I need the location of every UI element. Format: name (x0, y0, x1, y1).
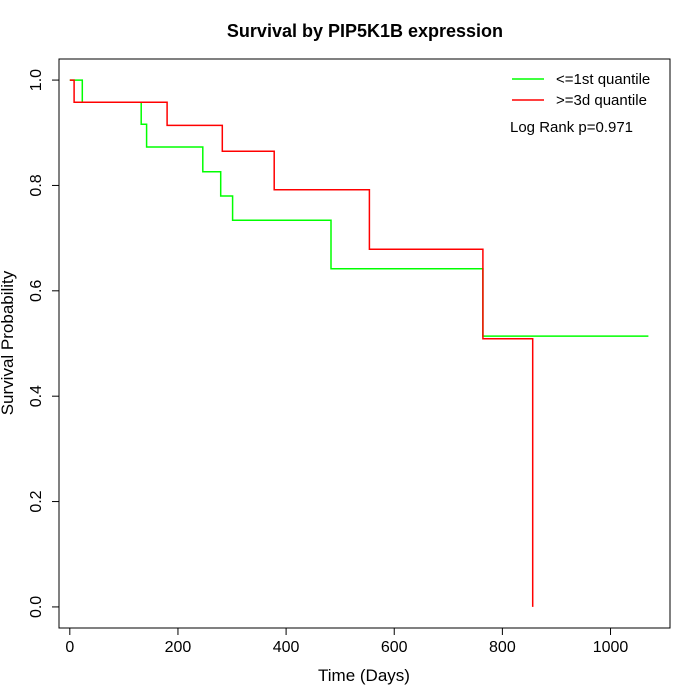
x-tick-label: 800 (489, 639, 516, 656)
chart-title: Survival by PIP5K1B expression (227, 21, 503, 41)
y-tick-label: 0.0 (28, 596, 45, 618)
x-tick-label: 600 (381, 639, 408, 656)
y-tick-label: 1.0 (28, 69, 45, 91)
y-tick-label: 0.4 (28, 385, 45, 407)
y-tick-label: 0.6 (28, 280, 45, 302)
x-axis-label: Time (Days) (318, 666, 410, 685)
x-tick-label: 0 (65, 639, 74, 656)
x-tick-label: 1000 (593, 639, 629, 656)
legend-label-series-1: <=1st quantile (556, 71, 650, 88)
x-tick-label: 200 (165, 639, 192, 656)
x-tick-label: 400 (273, 639, 300, 656)
plot-frame (58, 58, 671, 629)
survival-curves (69, 79, 649, 607)
y-axis: 0.0 0.2 0.4 0.6 0.8 1.0 (28, 69, 60, 618)
x-axis: 0 200 400 600 800 1000 (65, 627, 629, 656)
series-line-2 (69, 79, 534, 607)
y-tick-label: 0.8 (28, 174, 45, 196)
legend: <=1st quantile >=3d quantile Log Rank p=… (510, 71, 650, 136)
log-rank-annotation: Log Rank p=0.971 (510, 119, 633, 136)
y-axis-label: Survival Probability (0, 270, 17, 415)
legend-label-series-2: >=3d quantile (556, 92, 647, 109)
y-tick-label: 0.2 (28, 490, 45, 512)
